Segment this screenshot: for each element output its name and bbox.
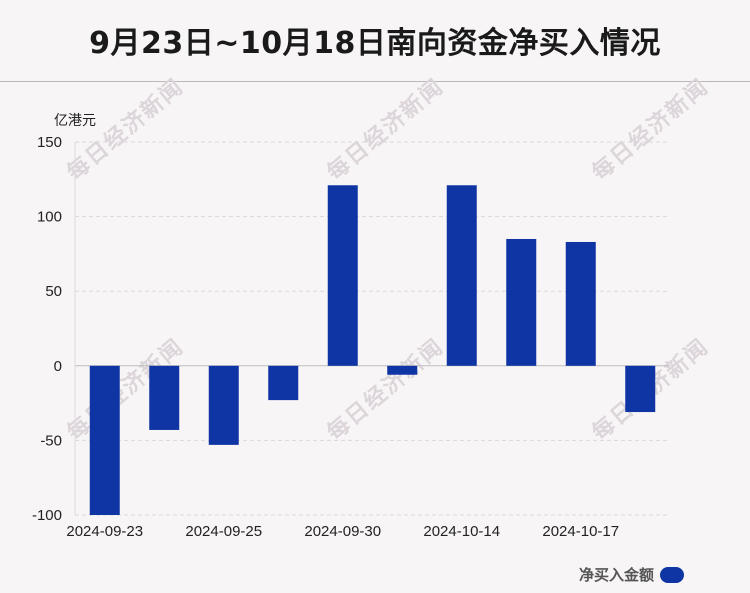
legend: 净买入金额 bbox=[579, 564, 684, 585]
y-tick-label: 0 bbox=[54, 358, 62, 375]
watermark-text: 每日经济新闻 bbox=[322, 73, 449, 185]
x-tick-label: 2024-09-30 bbox=[304, 523, 381, 540]
bar-2024-10-14 bbox=[446, 185, 477, 366]
x-tick-label: 2024-10-17 bbox=[542, 523, 619, 540]
bar-2024-09-26 bbox=[268, 365, 299, 401]
y-tick-label: -100 bbox=[32, 507, 62, 524]
x-axis-ticks: 2024-09-23 2024-09-25 2024-09-30 2024-10-14… bbox=[66, 523, 619, 540]
x-tick-label: 2024-09-23 bbox=[66, 523, 143, 540]
y-axis-ticks: 150 100 50 0 -50 -100 bbox=[32, 134, 62, 524]
bar-2024-09-30 bbox=[327, 185, 358, 366]
bar-2024-10-17 bbox=[565, 241, 596, 366]
watermark-text: 每日经济新闻 bbox=[62, 73, 189, 185]
bar-2024-09-25 bbox=[208, 365, 239, 445]
y-tick-label: -50 bbox=[40, 432, 62, 449]
x-tick-label: 2024-10-14 bbox=[423, 523, 500, 540]
watermark-text: 每日经济新闻 bbox=[587, 73, 714, 185]
bar-2024-09-24 bbox=[149, 365, 180, 430]
legend-swatch bbox=[660, 566, 684, 583]
title-divider bbox=[0, 81, 750, 82]
chart-title: 9月23日~10月18日南向资金净买入情况 bbox=[89, 26, 661, 61]
legend-label: 净买入金额 bbox=[578, 566, 654, 584]
bar-2024-10-15 bbox=[506, 238, 537, 366]
bar-2024-09-23 bbox=[89, 365, 120, 515]
y-tick-label: 100 bbox=[37, 209, 62, 226]
y-axis-unit: 亿港元 bbox=[54, 113, 96, 129]
bar-2024-10-18 bbox=[625, 365, 656, 413]
y-tick-label: 150 bbox=[37, 134, 62, 151]
x-tick-label: 2024-09-25 bbox=[185, 523, 262, 540]
y-tick-label: 50 bbox=[45, 283, 62, 300]
bars bbox=[89, 185, 656, 515]
bar-2024-10-08 bbox=[387, 365, 418, 375]
